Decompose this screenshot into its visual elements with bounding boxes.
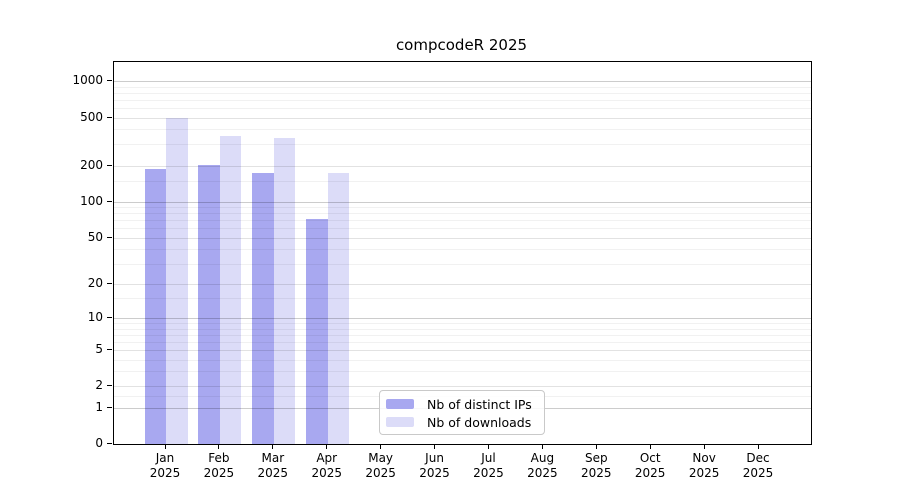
gridline (114, 284, 811, 286)
legend-label-distinct-ips: Nb of distinct IPs (427, 396, 532, 412)
x-tick (218, 444, 220, 449)
x-tick (164, 444, 166, 449)
x-tick-label: Jan 2025 (149, 451, 181, 480)
gridline (114, 371, 811, 373)
y-tick-label: 10 (87, 310, 103, 325)
x-tick-label: Dec 2025 (742, 451, 774, 480)
bar-downloads-apr (327, 172, 350, 444)
gridline (114, 318, 811, 320)
legend: Nb of distinct IPs Nb of downloads (379, 390, 545, 435)
y-tick-label: 50 (87, 229, 103, 244)
x-tick (272, 444, 274, 449)
x-tick (649, 444, 651, 449)
y-tick-label: 500 (80, 109, 103, 124)
gridline (114, 334, 811, 336)
x-tick-label: Jul 2025 (473, 451, 504, 480)
bars-layer (114, 62, 811, 444)
plot-area (113, 61, 812, 445)
bar-distinct-ips-mar (252, 173, 274, 444)
gridline (114, 328, 811, 330)
gridline (114, 341, 811, 343)
y-tick-label: 200 (80, 157, 103, 172)
y-tick (107, 164, 112, 166)
gridline (114, 220, 811, 222)
y-tick (107, 200, 112, 202)
gridline (114, 386, 811, 388)
gridline (114, 81, 811, 83)
legend-label-downloads: Nb of downloads (427, 414, 532, 430)
y-tick (107, 116, 112, 118)
gridline (114, 129, 811, 131)
x-tick-label: Mar 2025 (257, 451, 289, 480)
gridline (114, 100, 811, 101)
bar-downloads-jan (166, 118, 188, 444)
gridline (114, 108, 811, 110)
y-tick (107, 406, 112, 408)
gridline (114, 263, 811, 265)
y-tick (107, 443, 112, 444)
x-tick-label: Apr 2025 (311, 451, 342, 480)
x-tick (434, 444, 436, 449)
legend-swatch-downloads-icon (386, 417, 414, 427)
x-tick (380, 444, 382, 449)
bar-downloads-mar (273, 137, 296, 444)
gridline (114, 180, 811, 182)
bar-downloads-feb (219, 136, 242, 444)
gridline (114, 213, 811, 215)
y-tick (107, 283, 112, 285)
x-tick-label: Feb 2025 (203, 451, 235, 480)
x-tick-label: Jun 2025 (419, 451, 450, 480)
y-tick (107, 236, 112, 238)
gridline (114, 237, 811, 239)
chart-title: compcodeR 2025 (395, 36, 528, 54)
y-tick (107, 385, 112, 387)
x-tick (703, 444, 705, 449)
y-tick-label: 2 (95, 378, 103, 393)
y-tick-label: 20 (87, 276, 103, 291)
y-tick (107, 80, 112, 82)
x-tick (595, 444, 597, 449)
gridline (114, 359, 811, 361)
y-tick-label: 100 (80, 193, 103, 208)
bar-distinct-ips-feb (198, 165, 220, 444)
gridline (114, 201, 811, 203)
gridline (114, 144, 811, 146)
gridline (114, 298, 811, 300)
gridline (114, 207, 811, 209)
legend-item-downloads: Nb of downloads (386, 414, 538, 430)
gridline (114, 86, 811, 88)
gridline (114, 117, 811, 119)
gridline (114, 349, 811, 351)
y-tick-label: 0 (95, 436, 103, 450)
x-tick (487, 444, 489, 449)
x-tick (541, 444, 543, 449)
y-tick-label: 5 (95, 341, 103, 356)
y-tick (107, 317, 112, 319)
y-tick (107, 348, 112, 350)
y-tick-label: 1000 (72, 73, 103, 88)
x-tick-label: Aug 2025 (527, 451, 558, 480)
gridline (114, 93, 811, 94)
x-tick-label: May 2025 (365, 451, 396, 480)
gridline (114, 323, 811, 325)
x-tick (326, 444, 328, 449)
y-tick-label: 1 (95, 399, 103, 414)
x-tick (757, 444, 759, 449)
bar-distinct-ips-jan (144, 169, 166, 444)
grid-layer (114, 62, 811, 444)
x-tick-label: Sep 2025 (580, 451, 612, 480)
legend-item-distinct-ips: Nb of distinct IPs (386, 396, 538, 412)
gridline (114, 249, 811, 251)
gridline (114, 228, 811, 230)
x-tick-label: Oct 2025 (634, 451, 666, 480)
legend-swatch-distinct-ips-icon (386, 399, 414, 409)
bar-distinct-ips-apr (306, 219, 328, 444)
gridline (114, 165, 811, 167)
x-tick-label: Nov 2025 (688, 451, 720, 480)
